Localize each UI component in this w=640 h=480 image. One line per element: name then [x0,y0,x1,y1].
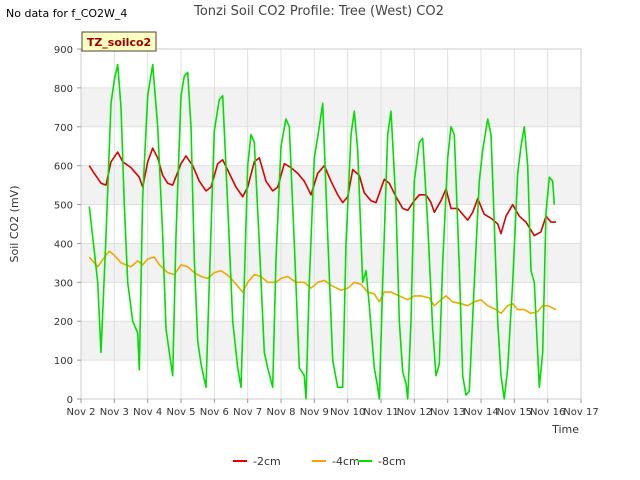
x-tick-label: Nov 16 [530,407,565,418]
y-tick-label: 600 [54,162,73,173]
background-band [81,243,581,283]
y-tick-label: 900 [54,45,73,56]
x-tick-label: Nov 12 [397,407,432,418]
x-tick-label: Nov 6 [200,407,229,418]
background-band [81,87,581,127]
background-band [81,49,581,88]
x-tick-label: Nov 13 [430,407,465,418]
x-tick-label: Nov 3 [100,407,129,418]
background-band [81,126,581,166]
y-axis-ticks: 0 100 200 300 400 500 600 700 800 900 [54,45,81,406]
legend-label: -2cm [253,455,281,468]
y-tick-label: 400 [54,239,73,250]
plot-frame [80,48,582,400]
annotation-box: TZ_soilco2 [81,31,157,52]
background-band [81,165,581,205]
y-tick-label: 300 [54,278,73,289]
y-axis-label: Soil CO2 (mV) [8,186,21,263]
y-tick-label: 200 [54,317,73,328]
x-axis-label: Time [551,423,579,436]
x-tick-label: Nov 2 [66,407,95,418]
x-tick-label: Nov 15 [497,407,532,418]
legend-label: -8cm [378,455,406,468]
legend-label: -4cm [332,455,360,468]
chart-title: Tonzi Soil CO2 Profile: Tree (West) CO2 [193,4,444,19]
y-tick-label: 700 [54,123,73,134]
x-tick-label: Nov 5 [166,407,195,418]
series-line-2cm [88,147,556,237]
series-line-4cm [88,250,557,315]
y-tick-label: 0 [67,395,73,406]
x-tick-label: Nov 4 [133,407,162,418]
x-tick-label: Nov 17 [563,407,598,418]
y-tick-label: 500 [54,201,73,212]
legend: -2cm -4cm -8cm [233,455,406,468]
x-tick-label: Nov 10 [330,407,365,418]
series-line-8cm [88,63,556,400]
x-tick-label: Nov 14 [463,407,498,418]
x-tick-label: Nov 7 [233,407,262,418]
x-axis-ticks: Nov 2 Nov 3 Nov 4 Nov 5 Nov 6 Nov 7 Nov 8 Nov 9… [66,399,599,418]
background-band [81,204,581,244]
y-tick-label: 100 [54,356,73,367]
x-tick-label: Nov 9 [300,407,329,418]
no-data-message: No data for f_CO2W_4 [6,7,128,20]
series-layer [88,63,557,400]
x-tick-label: Nov 11 [363,407,398,418]
background-band [81,360,581,399]
annotation-label: TZ_soilco2 [87,36,151,49]
x-tick-label: Nov 8 [266,407,295,418]
y-tick-label: 800 [54,84,73,95]
